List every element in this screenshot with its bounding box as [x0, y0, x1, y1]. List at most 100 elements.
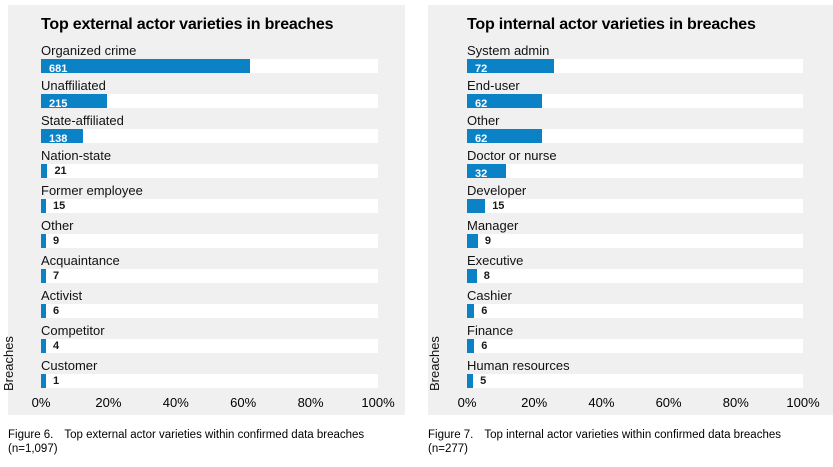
figure-6-caption-text: Top external actor varieties within conf…	[64, 429, 365, 441]
bar-row: Acquaintance 7	[41, 253, 378, 283]
figure-7-caption-label: Figure 7.	[428, 429, 474, 441]
x-tick-label: 60%	[230, 395, 257, 410]
figure-6-caption-label: Figure 6.	[8, 429, 54, 441]
internal-actors-chart-panel: Top internal actor varieties in breaches…	[427, 5, 833, 415]
bar-value: 15	[492, 200, 505, 212]
bar-row: Activist 6	[41, 288, 378, 318]
category-label: Competitor	[41, 323, 105, 338]
bar-row: Unaffiliated 215	[41, 78, 378, 110]
x-tick-label: 20%	[95, 395, 122, 410]
bar: 215	[41, 94, 108, 110]
category-label: Customer	[41, 358, 98, 373]
bar-track: 62	[467, 129, 803, 145]
external-x-axis: 0% 20% 40% 60% 80% 100%	[32, 395, 395, 411]
bar-track: 9	[467, 234, 803, 248]
bar-value: 72	[475, 63, 488, 75]
bar-track: 7	[41, 269, 378, 283]
bar	[467, 304, 475, 318]
category-label: Finance	[467, 323, 514, 338]
bar-value: 1	[53, 375, 60, 387]
bar-row: End-user 62	[467, 78, 803, 110]
bar-track: 681	[41, 59, 378, 75]
category-label: State-affiliated	[41, 113, 124, 128]
bar-row: Competitor 4	[41, 323, 378, 353]
bar: 72	[467, 59, 555, 75]
category-label: Nation-state	[41, 148, 112, 163]
bar-track: 4	[41, 339, 378, 353]
bar-row: Human resources 5	[467, 358, 803, 388]
category-label: Executive	[467, 253, 524, 268]
bar: 32	[467, 164, 506, 180]
bar-track: 6	[467, 339, 803, 353]
bar	[41, 234, 46, 248]
x-tick-label: 40%	[588, 395, 615, 410]
bar	[41, 269, 46, 283]
x-tick-label: 0%	[457, 395, 477, 410]
internal-bar-rows: System admin 72 End-user 62 Other 62 Doctor or…	[467, 43, 803, 388]
bar-track: 32	[467, 164, 803, 180]
bar-value: 681	[49, 63, 68, 75]
bar-value: 6	[481, 340, 488, 352]
bar: 681	[41, 59, 251, 75]
x-tick-label: 40%	[162, 395, 189, 410]
bar-row: Executive 8	[467, 253, 803, 283]
figure-7-caption-n: (n=277)	[428, 443, 468, 455]
bar-value: 6	[53, 305, 60, 317]
bar-value: 8	[483, 270, 490, 282]
category-label: Cashier	[467, 288, 512, 303]
bar-value: 9	[484, 235, 492, 247]
bar-value: 7	[53, 270, 60, 282]
bar-value: 138	[49, 133, 68, 145]
category-label: Organized crime	[41, 43, 137, 58]
bar-track: 138	[41, 129, 378, 145]
bar-value: 6	[481, 305, 488, 317]
bar-track: 6	[41, 304, 378, 318]
category-label: End-user	[467, 78, 520, 93]
bar-value: 32	[475, 168, 488, 180]
bar-row: Cashier 6	[467, 288, 803, 318]
external-actors-chart-panel: Top external actor varieties in breaches…	[1, 5, 405, 415]
charts-container: Top external actor varieties in breaches…	[1, 5, 833, 415]
bar-track: 15	[41, 199, 378, 213]
x-tick-label: 100%	[361, 395, 395, 410]
category-label: Unaffiliated	[41, 78, 106, 93]
bar-track: 215	[41, 94, 378, 110]
bar-row: Manager 9	[467, 218, 803, 248]
bar-row: Customer 1	[41, 358, 378, 388]
bar-track: 72	[467, 59, 803, 75]
bar-row: Other 62	[467, 113, 803, 145]
bar-track: 5	[467, 374, 803, 388]
category-label: Developer	[467, 183, 527, 198]
bar-value: 5	[480, 375, 487, 387]
bar	[467, 234, 478, 248]
figure-6-caption: Figure 6. Top external actor varieties wi…	[8, 428, 405, 456]
bar	[467, 374, 474, 388]
figure-7-caption: Figure 7. Top internal actor varieties wi…	[428, 428, 833, 456]
figure-6-caption-n: (n=1,097)	[8, 443, 58, 455]
category-label: Other	[467, 113, 500, 128]
bar-value: 4	[53, 340, 60, 352]
category-label: Acquaintance	[41, 253, 120, 268]
bar-track: 62	[467, 94, 803, 110]
bar	[467, 199, 486, 213]
bar-row: Former employee 15	[41, 183, 378, 213]
chart-title-external: Top external actor varieties in breaches	[41, 16, 334, 33]
bar-row: Finance 6	[467, 323, 803, 353]
bar-row: Nation-state 21	[41, 148, 378, 178]
x-tick-label: 0%	[31, 395, 51, 410]
captions-container: Figure 6. Top external actor varieties wi…	[8, 428, 833, 456]
bar-track: 8	[467, 269, 803, 283]
category-label: Doctor or nurse	[467, 148, 557, 163]
bar	[41, 164, 48, 178]
bar-track: 21	[41, 164, 378, 178]
bar-row: Developer 15	[467, 183, 803, 213]
bar-track: 15	[467, 199, 803, 213]
external-y-axis-label: Breaches	[1, 336, 16, 391]
bar-value: 215	[49, 98, 68, 110]
figure-7-caption-text: Top internal actor varieties within conf…	[484, 429, 781, 441]
x-tick-label: 20%	[521, 395, 548, 410]
x-tick-label: 80%	[722, 395, 749, 410]
bar: 138	[41, 129, 84, 145]
category-label: Other	[41, 218, 74, 233]
bar-row: Other 9	[41, 218, 378, 248]
